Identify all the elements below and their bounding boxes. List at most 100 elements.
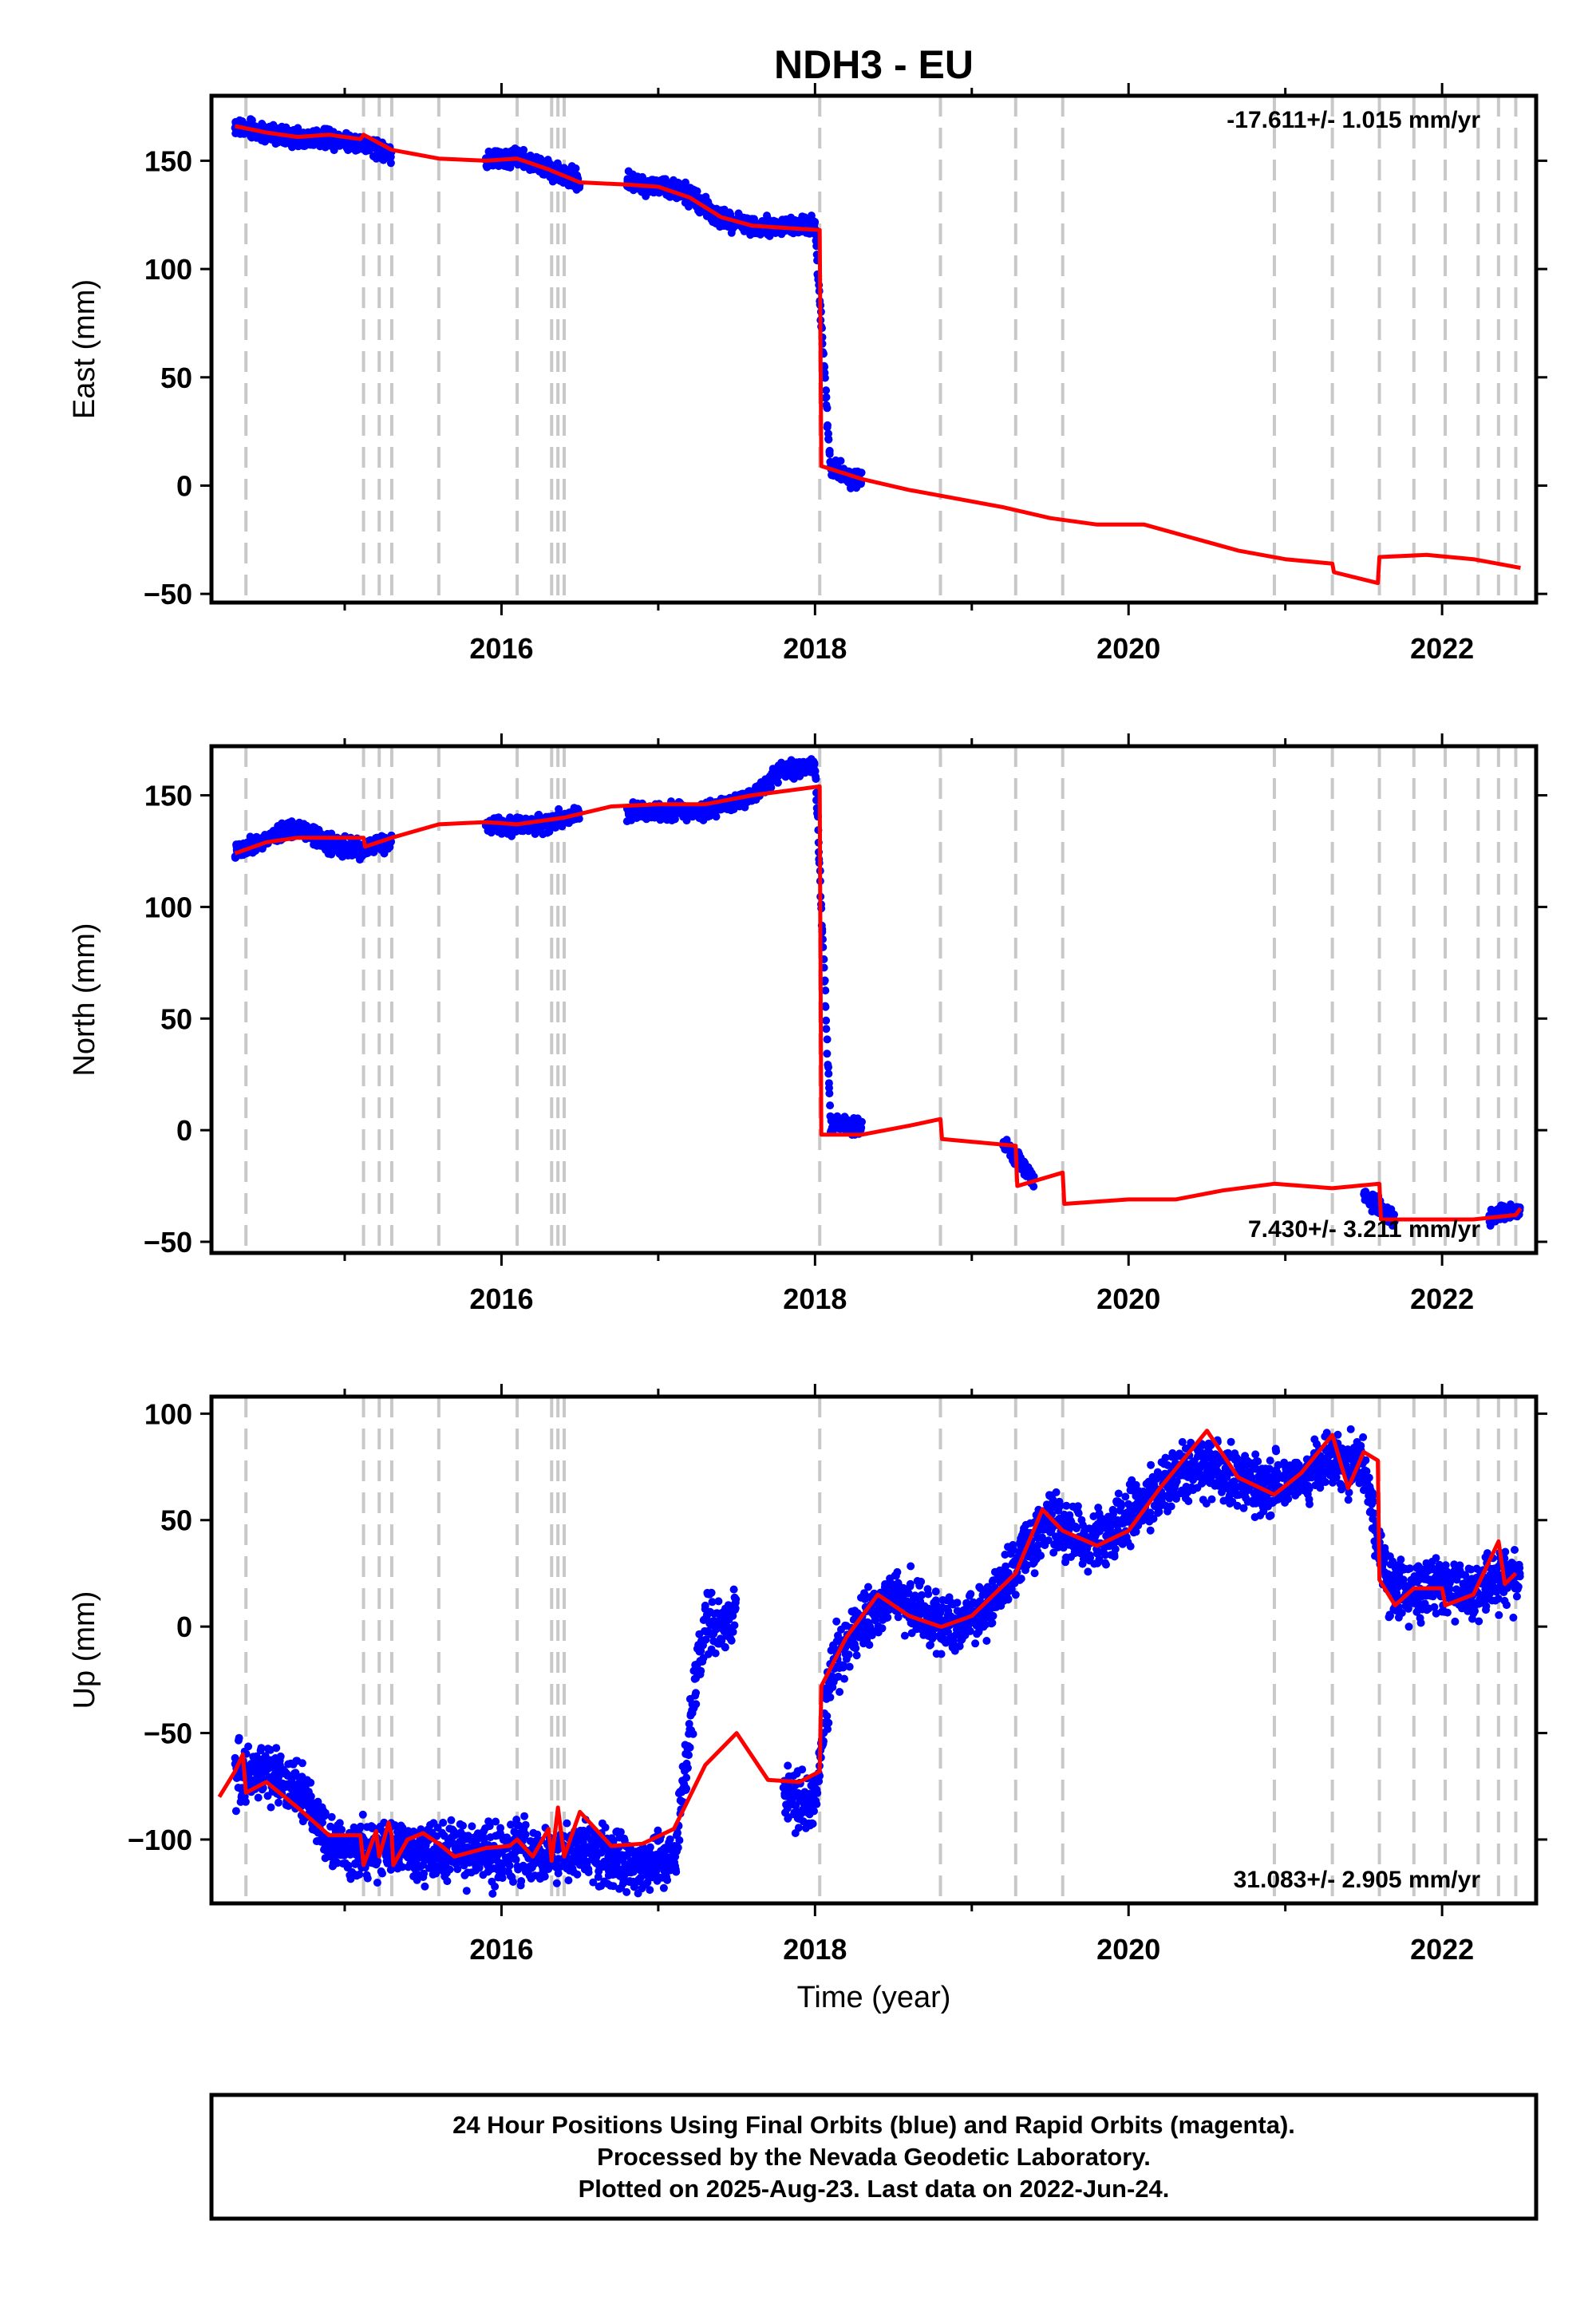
up-data-point <box>1011 1591 1020 1599</box>
east-data-point <box>824 435 833 444</box>
east-data-point <box>693 187 701 196</box>
up-data-point <box>594 1872 602 1881</box>
north-data-point <box>1390 1210 1398 1219</box>
north-data-point <box>823 1049 832 1058</box>
up-data-point <box>601 1823 610 1832</box>
up-data-point <box>509 1878 517 1886</box>
north-x-tick-label: 2016 <box>469 1282 533 1315</box>
up-data-point <box>420 1869 429 1878</box>
north-y-axis-label: North (mm) <box>68 923 101 1076</box>
chart-title: NDH3 - EU <box>774 42 974 87</box>
east-y-tick-label: 150 <box>144 144 192 177</box>
up-data-point <box>373 1879 381 1887</box>
north-data-point <box>825 1089 834 1098</box>
up-data-point <box>646 1843 654 1852</box>
up-data-point <box>326 1822 335 1831</box>
up-data-point <box>521 1830 530 1839</box>
up-data-point <box>373 1857 382 1866</box>
north-y-tick-label: 50 <box>160 1002 192 1035</box>
up-data-point <box>459 1821 467 1830</box>
up-data-point <box>707 1588 716 1597</box>
north-x-tick-label: 2022 <box>1410 1282 1474 1315</box>
up-data-point <box>711 1649 720 1658</box>
east-x-tick-label: 2022 <box>1410 632 1474 665</box>
up-data-point <box>398 1863 407 1871</box>
up-data-point <box>630 1883 638 1891</box>
up-data-point <box>864 1583 872 1591</box>
up-data-point <box>491 1882 500 1891</box>
up-data-point <box>674 1828 681 1837</box>
up-data-point <box>692 1689 700 1697</box>
up-data-point <box>447 1816 456 1824</box>
up-data-point <box>488 1889 497 1898</box>
up-data-point <box>390 1821 399 1829</box>
up-data-point <box>685 1743 694 1752</box>
up-data-point <box>794 1824 803 1832</box>
north-data-point <box>858 1117 866 1126</box>
east-y-axis-label: East (mm) <box>68 279 101 419</box>
up-data-point <box>462 1887 471 1895</box>
north-data-point <box>821 986 830 995</box>
up-data-point <box>272 1744 281 1753</box>
up-data-point <box>589 1878 598 1887</box>
up-data-point <box>552 1879 561 1887</box>
north-x-tick-label: 2018 <box>783 1282 847 1315</box>
up-data-point <box>730 1621 739 1630</box>
up-data-point <box>953 1599 962 1607</box>
up-data-point <box>231 1807 240 1816</box>
up-data-point <box>321 1808 330 1817</box>
up-data-point <box>708 1598 717 1607</box>
north-data-point <box>810 760 819 769</box>
north-y-tick-label: 0 <box>176 1114 192 1147</box>
east-data-point <box>836 456 845 465</box>
up-data-point <box>810 1807 818 1816</box>
up-data-point <box>358 1810 367 1819</box>
north-data-point <box>767 783 776 792</box>
up-data-point <box>573 1870 582 1879</box>
up-data-point <box>276 1752 285 1761</box>
north-data-point <box>812 775 820 783</box>
up-data-point <box>439 1818 448 1827</box>
up-data-point <box>306 1792 315 1800</box>
up-data-point <box>378 1869 386 1878</box>
up-data-point <box>485 1822 494 1831</box>
north-data-point <box>823 1035 832 1044</box>
up-data-point <box>982 1637 991 1645</box>
up-data-point <box>584 1868 593 1876</box>
up-data-point <box>894 1613 903 1622</box>
north-x-tick-label: 2020 <box>1096 1282 1160 1315</box>
up-data-point <box>356 1822 365 1831</box>
up-data-point <box>622 1887 631 1896</box>
up-data-point <box>252 1752 261 1761</box>
east-data-point <box>811 218 820 227</box>
up-data-point <box>443 1877 452 1886</box>
up-data-point <box>386 1865 395 1874</box>
up-data-point <box>468 1822 476 1831</box>
up-data-point <box>563 1819 571 1828</box>
up-data-point <box>554 1869 563 1878</box>
east-data-point <box>824 421 832 429</box>
north-data-point <box>1029 1182 1038 1191</box>
north-data-point <box>822 1025 831 1034</box>
east-data-point <box>681 178 689 187</box>
up-data-point <box>492 1817 500 1826</box>
up-data-point <box>917 1577 926 1586</box>
north-panel-frame <box>209 744 1539 1255</box>
up-data-point <box>907 1562 915 1571</box>
up-data-point <box>257 1744 266 1753</box>
east-y-tick-label: 0 <box>176 469 192 502</box>
up-data-point <box>878 1624 887 1633</box>
up-data-point <box>355 1870 364 1879</box>
up-data-point <box>267 1803 275 1812</box>
up-data-point <box>564 1876 573 1885</box>
up-data-point <box>636 1873 645 1882</box>
up-data-point <box>244 1742 253 1751</box>
north-data-point <box>820 976 829 985</box>
up-data-point <box>689 1729 697 1738</box>
north-y-tick-label: 100 <box>144 891 192 923</box>
north-data-point <box>824 1069 833 1078</box>
up-data-point <box>505 1861 514 1870</box>
up-data-point <box>893 1567 902 1576</box>
up-data-point <box>241 1797 250 1806</box>
